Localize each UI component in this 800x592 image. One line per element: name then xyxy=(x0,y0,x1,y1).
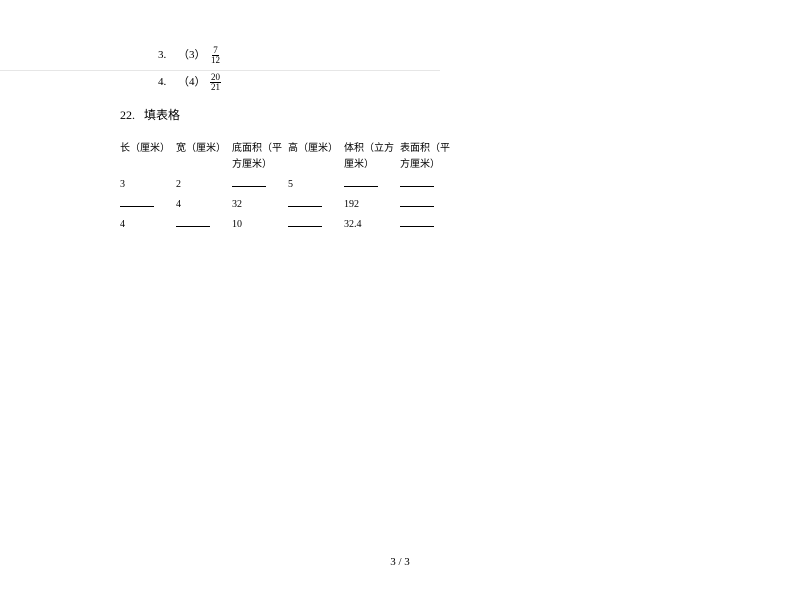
table-cell: 5 xyxy=(288,175,344,195)
fraction-denominator: 21 xyxy=(210,83,221,92)
answer-4-number: 4. xyxy=(158,74,178,92)
table-cell: 4 xyxy=(120,215,176,235)
page-footer: 3 / 3 xyxy=(0,556,800,568)
answer-3-fraction: 7 12 xyxy=(210,46,221,65)
blank-field xyxy=(400,217,434,227)
table-header: 高（厘米） xyxy=(288,139,344,175)
table-cell xyxy=(176,215,232,235)
document-content: 3. （3） 7 12 4. （4） 20 21 22. 填表格 长（厘米） 宽… xyxy=(120,46,620,235)
blank-field xyxy=(232,177,266,187)
table-cell: 32 xyxy=(232,195,288,215)
question-22-number: 22. xyxy=(120,108,135,122)
table-cell xyxy=(400,175,456,195)
question-22-title: 22. 填表格 xyxy=(120,106,620,125)
blank-field xyxy=(120,197,154,207)
table-header: 长（厘米） xyxy=(120,139,176,175)
table-row: 32 5 xyxy=(120,175,456,195)
table-header: 体积（立方厘米） xyxy=(344,139,400,175)
table-cell: 3 xyxy=(120,175,176,195)
table-row: 432 192 xyxy=(120,195,456,215)
table-row: 4 10 32.4 xyxy=(120,215,456,235)
answer-item-4: 4. （4） 20 21 xyxy=(158,73,620,92)
table-header: 底面积（平方厘米） xyxy=(232,139,288,175)
answer-4-paren: （4） xyxy=(178,74,210,92)
question-22-text: 填表格 xyxy=(144,108,180,122)
table-cell: 192 xyxy=(344,195,400,215)
blank-field xyxy=(176,217,210,227)
table-cell: 4 xyxy=(176,195,232,215)
answer-item-3: 3. （3） 7 12 xyxy=(158,46,620,65)
table-cell xyxy=(400,195,456,215)
fill-table: 长（厘米） 宽（厘米） 底面积（平方厘米） 高（厘米） 体积（立方厘米） 表面积… xyxy=(120,139,456,235)
table-cell xyxy=(344,175,400,195)
answer-3-number: 3. xyxy=(158,47,178,65)
table-cell xyxy=(232,175,288,195)
blank-field xyxy=(344,177,378,187)
answer-4-fraction: 20 21 xyxy=(210,73,221,92)
table-cell: 10 xyxy=(232,215,288,235)
blank-field xyxy=(288,197,322,207)
table-header: 宽（厘米） xyxy=(176,139,232,175)
table-header: 表面积（平方厘米） xyxy=(400,139,456,175)
table-cell: 2 xyxy=(176,175,232,195)
table-cell xyxy=(120,195,176,215)
table-cell xyxy=(288,215,344,235)
table-header-row: 长（厘米） 宽（厘米） 底面积（平方厘米） 高（厘米） 体积（立方厘米） 表面积… xyxy=(120,139,456,175)
blank-field xyxy=(400,197,434,207)
blank-field xyxy=(288,217,322,227)
answer-3-paren: （3） xyxy=(178,47,210,65)
fraction-denominator: 12 xyxy=(210,56,221,65)
table-cell xyxy=(288,195,344,215)
table-cell: 32.4 xyxy=(344,215,400,235)
blank-field xyxy=(400,177,434,187)
table-cell xyxy=(400,215,456,235)
